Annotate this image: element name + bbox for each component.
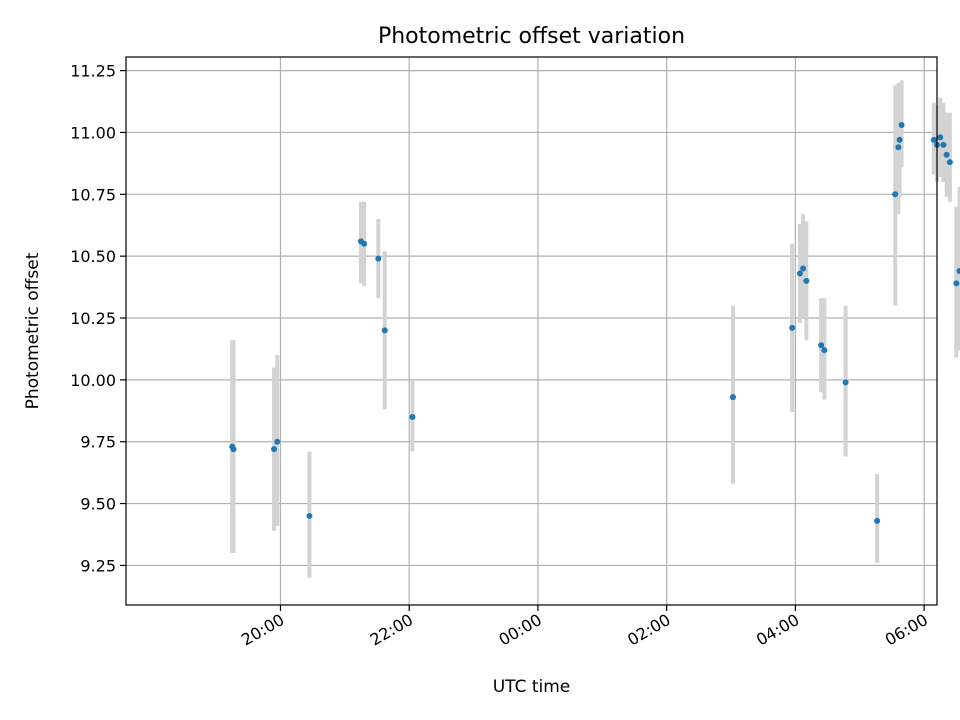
y-tick-label: 10.75	[70, 185, 116, 204]
data-point	[381, 327, 388, 334]
plot-frame	[125, 56, 938, 606]
data-point	[940, 141, 947, 148]
data-point	[892, 191, 899, 198]
chart-title: Photometric offset variation	[378, 24, 685, 49]
data-point	[946, 159, 953, 166]
data-point	[375, 255, 382, 262]
data-point	[409, 413, 416, 420]
data-point	[361, 240, 368, 247]
x-axis-label: UTC time	[493, 677, 571, 697]
data-point	[895, 144, 902, 151]
data-point	[943, 151, 950, 158]
y-tick-label: 9.25	[80, 556, 116, 575]
data-point	[956, 268, 960, 275]
data-point	[306, 512, 313, 519]
y-tick-label: 10.00	[70, 371, 116, 390]
data-point	[789, 324, 796, 331]
y-axis-label: Photometric offset	[23, 252, 43, 409]
data-point	[230, 446, 237, 453]
data-point	[821, 347, 828, 354]
data-point	[953, 280, 960, 287]
data-point	[271, 446, 278, 453]
y-tick-label: 10.25	[70, 309, 116, 328]
data-point	[800, 265, 807, 272]
y-tick-label: 11.00	[70, 123, 116, 142]
y-tick-label: 10.50	[70, 247, 116, 266]
data-point	[803, 277, 810, 284]
data-point	[937, 134, 944, 141]
grid-layer	[126, 57, 937, 605]
data-point	[818, 342, 825, 349]
y-tick-label: 9.50	[80, 495, 116, 514]
data-point	[930, 136, 937, 143]
data-point	[874, 517, 881, 524]
data-point	[898, 122, 905, 129]
data-point	[896, 136, 903, 143]
point-layer	[229, 122, 960, 524]
data-point	[842, 379, 849, 386]
data-point	[796, 270, 803, 277]
y-tick-label: 11.25	[70, 62, 116, 81]
data-point	[274, 438, 281, 445]
y-tick-label: 9.75	[80, 433, 116, 452]
data-point	[729, 394, 736, 401]
